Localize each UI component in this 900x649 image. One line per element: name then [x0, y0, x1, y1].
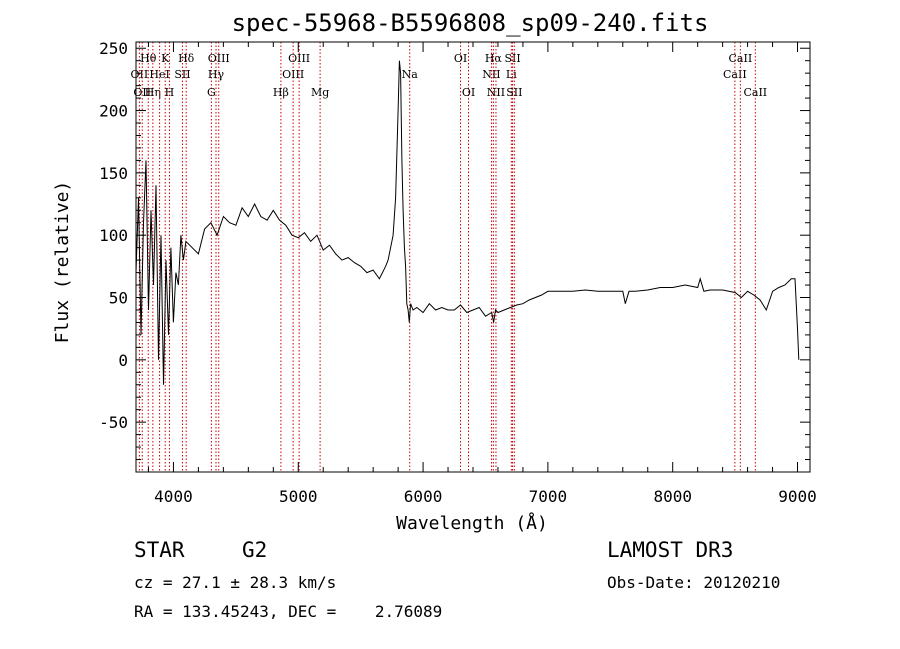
x-tick-label: 7000 [529, 487, 568, 506]
object-class: STAR [134, 538, 185, 562]
line-marker-label: NII [482, 68, 500, 81]
spectrum-series [136, 60, 800, 385]
line-markers: OII OII Hθ Hη HeI K H SII Hδ G Hγ OIII Hβ OIII OIII Mg N… [131, 42, 767, 472]
line-marker-label: SII [506, 86, 522, 99]
line-marker-label: CaII [729, 52, 753, 65]
line-marker-label: Hα [485, 52, 503, 65]
line-marker-label: SII [174, 68, 190, 81]
object-subclass: G2 [242, 538, 268, 562]
survey-name: LAMOST DR3 [607, 538, 734, 562]
x-tick-label: 8000 [653, 487, 692, 506]
line-marker-label: OIII [282, 68, 304, 81]
line-marker-label: Mg [311, 86, 329, 99]
line-marker-label: G [207, 86, 216, 99]
line-marker-label: Hγ [208, 68, 225, 81]
x-axis: 4000 5000 6000 7000 8000 9000 [147, 42, 817, 506]
line-marker-label: OIII [208, 52, 230, 65]
y-tick-label: 50 [109, 289, 128, 308]
line-marker-label: OI [454, 52, 467, 65]
line-marker-label: SII [504, 52, 520, 65]
x-tick-label: 6000 [404, 487, 443, 506]
y-tick-label: 200 [99, 102, 128, 121]
line-marker-label: K [161, 52, 170, 65]
plot-frame [135, 41, 811, 473]
line-marker-label: OII [131, 68, 149, 81]
line-marker-label: OI [462, 86, 475, 99]
y-tick-label: 250 [99, 39, 128, 58]
chart-title: spec-55968-B5596808_sp09-240.fits [232, 9, 709, 37]
line-marker-label: Na [402, 68, 419, 81]
y-tick-label: 100 [99, 226, 128, 245]
line-marker-label: HeI [149, 68, 169, 81]
spectrum-line [136, 60, 800, 385]
line-marker-label: Hδ [178, 52, 195, 65]
y-axis: -50 0 50 100 150 200 250 [99, 39, 810, 461]
line-marker-label: CaII [743, 86, 767, 99]
line-marker-label: OII [133, 86, 151, 99]
line-marker-label: CaII [723, 68, 747, 81]
x-tick-label: 5000 [279, 487, 318, 506]
line-marker-label: Hθ [140, 52, 157, 65]
line-marker-label: Hβ [273, 86, 289, 99]
line-marker-label: NII [487, 86, 505, 99]
redshift-line: cz = 27.1 ± 28.3 km/s [134, 573, 337, 592]
x-tick-label: 4000 [154, 487, 193, 506]
y-axis-label: Flux (relative) [52, 181, 73, 344]
x-axis-label: Wavelength (Å) [396, 512, 548, 534]
coordinates: RA = 133.45243, DEC = 2.76089 [134, 602, 443, 621]
x-tick-label: 9000 [778, 487, 817, 506]
line-marker-label: OIII [288, 52, 310, 65]
line-marker-label: Hη [145, 86, 161, 99]
obs-date: Obs-Date: 20120210 [607, 573, 781, 592]
y-tick-label: 0 [118, 351, 128, 370]
line-marker-label: Li [506, 68, 517, 81]
line-marker-label: H [165, 86, 175, 99]
y-tick-label: -50 [99, 413, 128, 432]
y-tick-label: 150 [99, 164, 128, 183]
